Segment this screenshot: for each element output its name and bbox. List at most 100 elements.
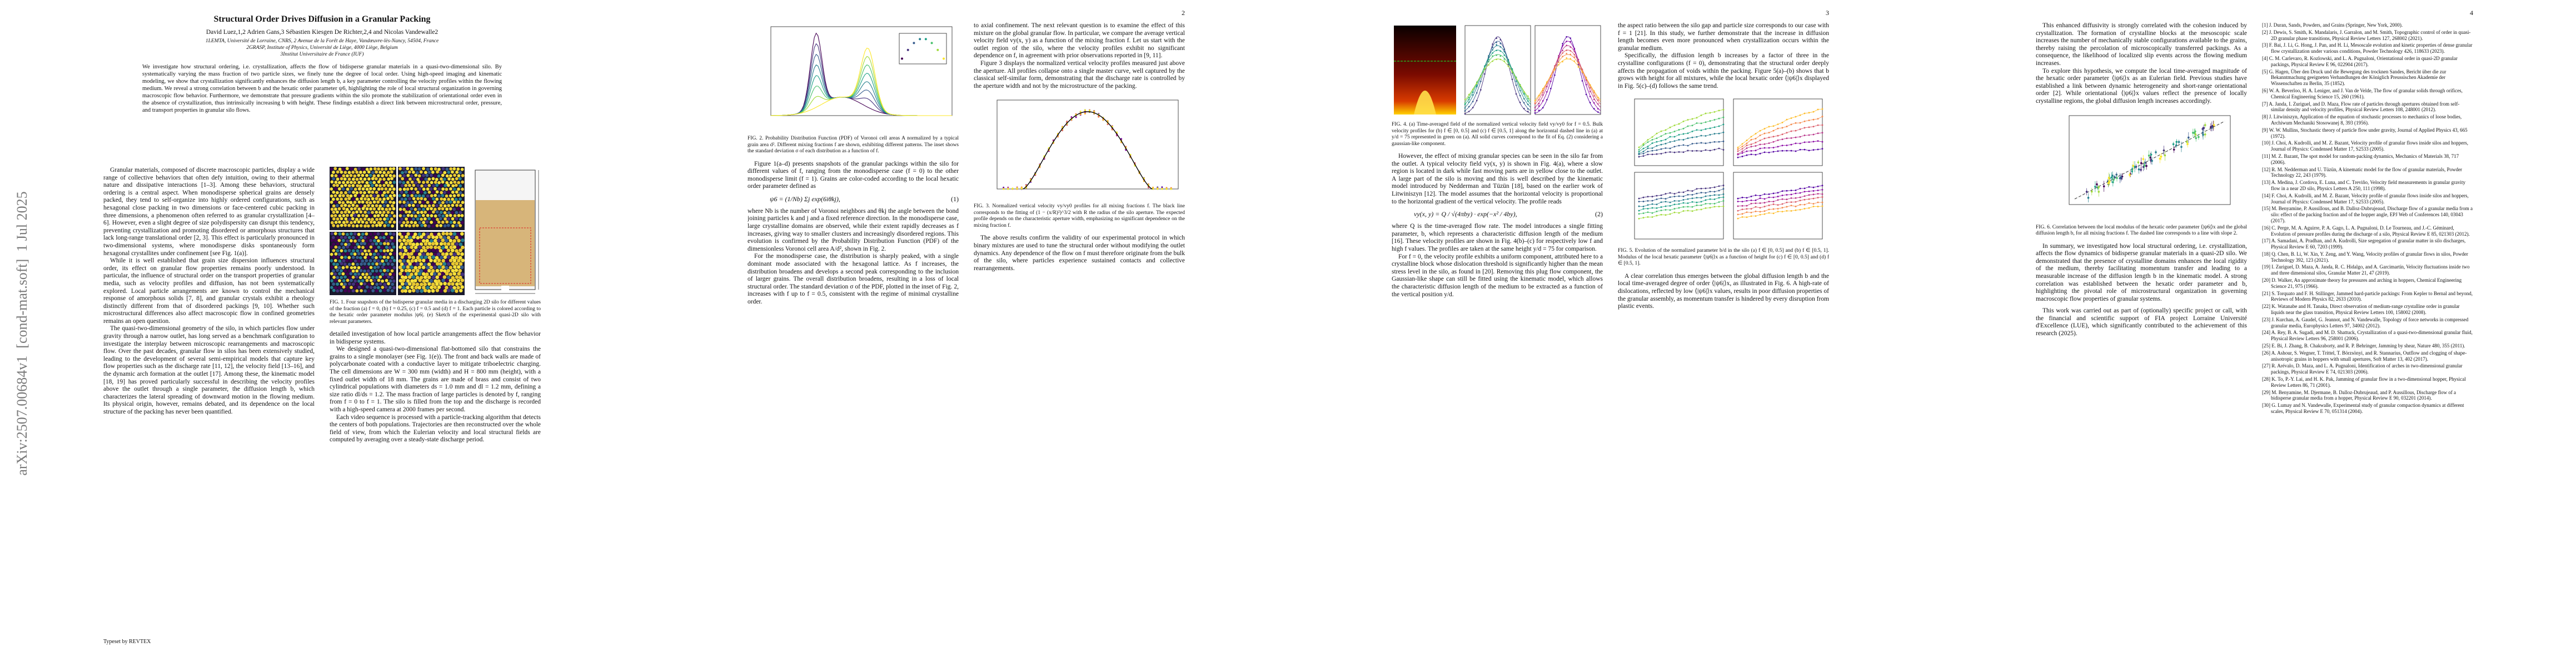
data-point bbox=[1496, 42, 1497, 43]
grain bbox=[338, 232, 342, 236]
curve bbox=[1534, 36, 1601, 114]
grain bbox=[439, 248, 443, 253]
reference: [23] J. Kurchan, A. Gaudel, G. Jeannot, … bbox=[2262, 316, 2469, 328]
grain bbox=[456, 251, 461, 256]
grain bbox=[412, 191, 415, 195]
axes-frame bbox=[2069, 115, 2231, 205]
grain bbox=[388, 173, 392, 177]
grain bbox=[461, 180, 465, 184]
grain bbox=[413, 221, 417, 225]
grain bbox=[336, 255, 340, 259]
grain bbox=[431, 170, 435, 174]
grain bbox=[355, 177, 359, 181]
grain bbox=[373, 239, 376, 242]
grain bbox=[357, 272, 361, 276]
grain bbox=[416, 177, 420, 181]
grain bbox=[378, 191, 382, 195]
data-point bbox=[1722, 117, 1725, 118]
grain bbox=[417, 174, 421, 178]
grain bbox=[406, 265, 410, 269]
grain bbox=[338, 220, 341, 224]
grain bbox=[437, 167, 441, 171]
data-point bbox=[1070, 116, 1073, 118]
grain bbox=[423, 210, 427, 214]
data-point bbox=[1722, 132, 1725, 133]
grain bbox=[452, 272, 457, 276]
curve bbox=[1737, 190, 1823, 202]
grain bbox=[420, 204, 423, 208]
grain bbox=[454, 197, 458, 201]
grain bbox=[411, 203, 415, 207]
grain bbox=[377, 167, 381, 171]
grain bbox=[350, 266, 353, 270]
grain bbox=[400, 275, 405, 279]
paragraph: Granular materials, composed of discrete… bbox=[103, 167, 315, 257]
grain bbox=[422, 173, 425, 177]
grain bbox=[392, 272, 396, 276]
grain bbox=[334, 245, 338, 249]
data-point bbox=[1499, 55, 1502, 57]
grain bbox=[417, 180, 421, 184]
grain bbox=[341, 232, 345, 236]
data-point bbox=[1638, 198, 1640, 200]
curve bbox=[771, 43, 952, 116]
figure: FIG. 4. (a) Time-averaged field of the n… bbox=[1392, 22, 1603, 147]
grain bbox=[386, 211, 390, 214]
grain bbox=[437, 220, 441, 224]
grain bbox=[371, 217, 374, 221]
data-point bbox=[1079, 111, 1082, 113]
columns: This enhanced diffusivity is strongly co… bbox=[2036, 22, 2473, 628]
paragraph: This enhanced diffusivity is strongly co… bbox=[2036, 22, 2247, 67]
camera-field bbox=[479, 227, 531, 284]
figure: FIG. 6. Correlation between the local mo… bbox=[2036, 111, 2247, 237]
grain bbox=[437, 213, 441, 217]
column: Granular materials, composed of discrete… bbox=[103, 167, 315, 628]
grain bbox=[420, 223, 424, 227]
grain bbox=[412, 224, 416, 227]
grain bbox=[441, 246, 445, 250]
grain bbox=[402, 265, 406, 269]
grain bbox=[413, 232, 417, 236]
grain bbox=[332, 210, 336, 214]
grain bbox=[459, 288, 463, 293]
grain bbox=[412, 197, 416, 201]
grain bbox=[415, 171, 419, 175]
grain bbox=[388, 259, 392, 263]
grain bbox=[343, 210, 347, 214]
grain bbox=[413, 278, 417, 283]
data-point bbox=[1088, 109, 1090, 112]
page-number: 4 bbox=[2470, 9, 2473, 17]
grain bbox=[336, 183, 339, 187]
affiliation: 2GRASP, Institute of Physics, Université… bbox=[246, 45, 398, 51]
grain bbox=[436, 170, 439, 174]
grain bbox=[365, 214, 368, 218]
grain bbox=[338, 201, 342, 205]
reference: [14] F. Choi, A. Kudrolli, and M. Z. Baz… bbox=[2262, 192, 2469, 205]
grain bbox=[443, 171, 447, 175]
data-point bbox=[2140, 162, 2142, 164]
grain bbox=[431, 255, 436, 259]
paper-page: 4 This enhanced diffusivity is strongly … bbox=[1997, 0, 2512, 667]
curve bbox=[1737, 141, 1823, 155]
curve bbox=[1737, 193, 1823, 207]
grain bbox=[341, 194, 345, 197]
grain bbox=[333, 279, 337, 282]
paper-page: 2 FIG. 2. Probability Distribution Funct… bbox=[709, 0, 1224, 667]
grain bbox=[441, 180, 445, 184]
grain bbox=[439, 289, 443, 293]
grain bbox=[353, 207, 357, 211]
grain bbox=[406, 245, 410, 250]
grain bbox=[406, 194, 410, 197]
grain bbox=[365, 232, 368, 236]
grain bbox=[445, 232, 449, 236]
curve bbox=[1638, 201, 1724, 215]
curve bbox=[771, 73, 952, 116]
grain bbox=[371, 269, 375, 273]
grain bbox=[406, 221, 410, 224]
data-point bbox=[1534, 99, 1536, 102]
grain bbox=[408, 217, 412, 221]
grain bbox=[444, 184, 447, 187]
grain bbox=[351, 170, 355, 174]
data-point bbox=[1093, 111, 1095, 113]
grain bbox=[353, 272, 357, 276]
